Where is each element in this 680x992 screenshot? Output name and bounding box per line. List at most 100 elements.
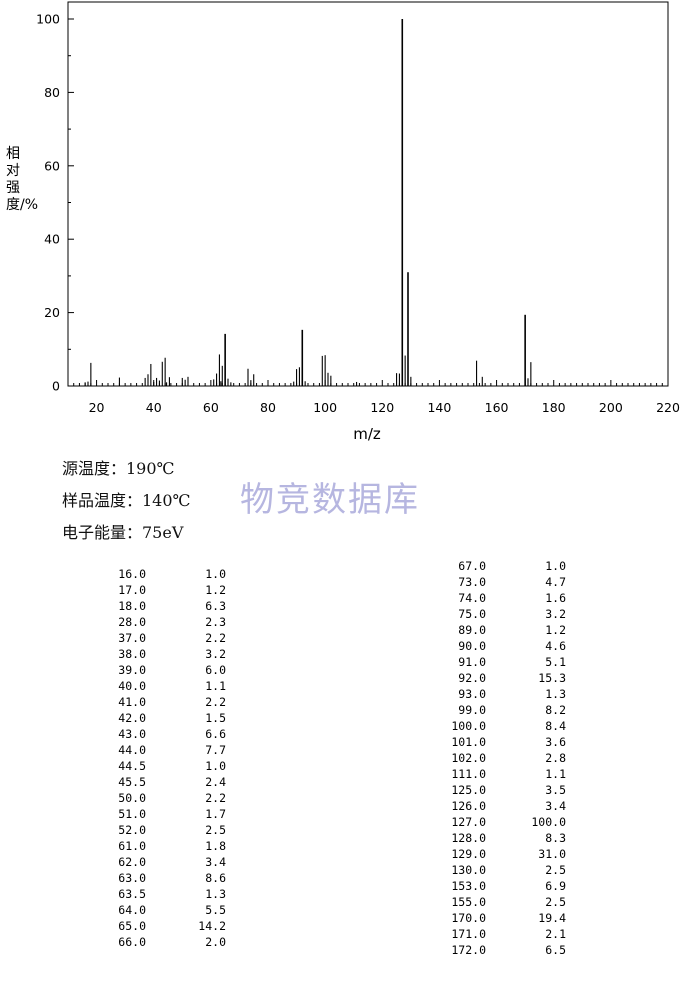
table-row: 128.0 8.3 (446, 830, 566, 846)
mz-value: 40.0 (118, 679, 146, 693)
table-row: 101.0 3.6 (446, 734, 566, 750)
mz-value: 42.0 (118, 711, 146, 725)
table-row: 127.0 100.0 (446, 814, 566, 830)
intensity-value: 2.1 (545, 927, 566, 941)
y-axis-label: 相对强度/% (6, 146, 39, 213)
mz-value: 155.0 (451, 895, 486, 909)
intensity-value: 2.5 (205, 823, 226, 837)
intensity-value: 3.5 (545, 783, 566, 797)
y-tick-label: 40 (44, 232, 60, 247)
table-row: 129.0 31.0 (446, 846, 566, 862)
mz-value: 73.0 (458, 575, 486, 589)
x-tick-label: 20 (89, 400, 105, 415)
table-row: 130.0 2.5 (446, 862, 566, 878)
intensity-value: 1.6 (545, 591, 566, 605)
y-tick-label: 20 (44, 305, 60, 320)
x-tick-label: 100 (313, 400, 337, 415)
mz-value: 130.0 (451, 863, 486, 877)
intensity-value: 1.0 (545, 559, 566, 573)
mz-value: 63.0 (118, 871, 146, 885)
intensity-value: 5.1 (545, 655, 566, 669)
table-row: 75.0 3.2 (446, 606, 566, 622)
mz-value: 65.0 (118, 919, 146, 933)
mz-value: 126.0 (451, 799, 486, 813)
intensity-value: 3.2 (545, 607, 566, 621)
table-row: 111.0 1.1 (446, 766, 566, 782)
mz-value: 89.0 (458, 623, 486, 637)
y-tick-label: 100 (36, 12, 60, 27)
intensity-value: 2.2 (205, 695, 226, 709)
table-row: 126.0 3.4 (446, 798, 566, 814)
mz-value: 92.0 (458, 671, 486, 685)
intensity-value: 1.7 (205, 807, 226, 821)
mz-value: 75.0 (458, 607, 486, 621)
table-row: 66.0 2.0 (106, 934, 226, 950)
x-tick-label: 80 (260, 400, 276, 415)
intensity-value: 8.3 (545, 831, 566, 845)
intensity-value: 6.5 (545, 943, 566, 957)
mz-value: 172.0 (451, 943, 486, 957)
mz-value: 102.0 (451, 751, 486, 765)
mz-value: 17.0 (118, 583, 146, 597)
watermark-text: 物竞数据库 (240, 480, 420, 520)
mz-value: 127.0 (451, 815, 486, 829)
table-row: 62.0 3.4 (106, 854, 226, 870)
table-row: 38.0 3.2 (106, 646, 226, 662)
peak-table-left: 16.0 1.0 17.0 1.2 18.0 6.3 28.0 2.3 37.0 2.2 38.0 3… (106, 566, 226, 950)
table-row: 91.0 5.1 (446, 654, 566, 670)
table-row: 40.0 1.1 (106, 678, 226, 694)
mz-value: 111.0 (451, 767, 486, 781)
intensity-value: 8.6 (205, 871, 226, 885)
intensity-value: 3.4 (545, 799, 566, 813)
mz-value: 153.0 (451, 879, 486, 893)
intensity-value: 2.5 (545, 895, 566, 909)
intensity-value: 4.6 (545, 639, 566, 653)
intensity-value: 1.0 (205, 567, 226, 581)
axis-ticks (67, 18, 669, 387)
plot-frame (67, 1, 669, 387)
table-row: 37.0 2.2 (106, 630, 226, 646)
table-row: 39.0 6.0 (106, 662, 226, 678)
x-tick-label: 220 (656, 400, 680, 415)
intensity-value: 1.0 (205, 759, 226, 773)
mz-value: 99.0 (458, 703, 486, 717)
x-tick-label: 120 (370, 400, 394, 415)
intensity-value: 2.8 (545, 751, 566, 765)
table-row: 43.0 6.6 (106, 726, 226, 742)
table-row: 170.0 19.4 (446, 910, 566, 926)
mz-value: 90.0 (458, 639, 486, 653)
intensity-value: 100.0 (531, 815, 566, 829)
table-row: 99.0 8.2 (446, 702, 566, 718)
table-row: 172.0 6.5 (446, 942, 566, 958)
mz-value: 64.0 (118, 903, 146, 917)
intensity-value: 31.0 (538, 847, 566, 861)
intensity-value: 1.3 (545, 687, 566, 701)
table-row: 41.0 2.2 (106, 694, 226, 710)
y-tick-label: 0 (52, 379, 60, 394)
table-row: 155.0 2.5 (446, 894, 566, 910)
y-tick-label: 80 (44, 85, 60, 100)
y-tick-label: 60 (44, 158, 60, 173)
x-tick-label: 180 (542, 400, 566, 415)
table-row: 64.0 5.5 (106, 902, 226, 918)
mz-value: 74.0 (458, 591, 486, 605)
mz-value: 63.5 (118, 887, 146, 901)
mz-value: 171.0 (451, 927, 486, 941)
table-row: 51.0 1.7 (106, 806, 226, 822)
mz-value: 129.0 (451, 847, 486, 861)
intensity-value: 2.3 (205, 615, 226, 629)
intensity-value: 1.3 (205, 887, 226, 901)
mz-value: 50.0 (118, 791, 146, 805)
x-tick-label: 200 (599, 400, 623, 415)
intensity-value: 2.5 (545, 863, 566, 877)
table-row: 74.0 1.6 (446, 590, 566, 606)
intensity-value: 1.2 (545, 623, 566, 637)
intensity-value: 8.4 (545, 719, 566, 733)
source-temperature: 源温度：190℃ (62, 459, 175, 478)
intensity-value: 6.6 (205, 727, 226, 741)
table-row: 18.0 6.3 (106, 598, 226, 614)
x-tick-label: 40 (146, 400, 162, 415)
table-row: 67.0 1.0 (446, 558, 566, 574)
intensity-value: 2.4 (205, 775, 226, 789)
table-row: 89.0 1.2 (446, 622, 566, 638)
